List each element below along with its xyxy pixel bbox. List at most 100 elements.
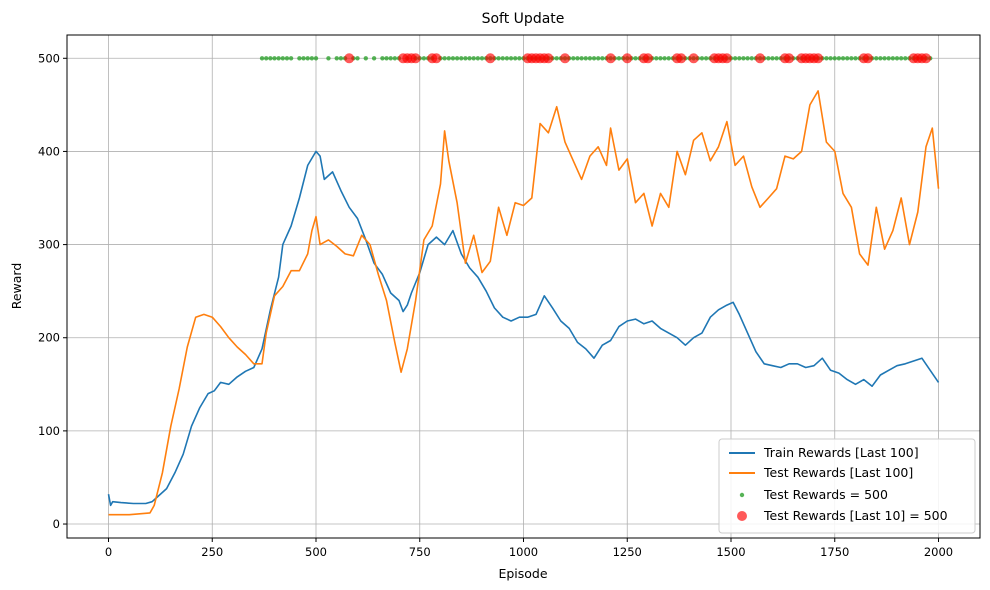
- x-axis-ticks: 0 250 500 750 1000 1250 1500 1750 2000: [105, 538, 953, 559]
- test500-point: [450, 56, 456, 61]
- test500-point: [371, 56, 377, 61]
- test500-point: [459, 56, 464, 61]
- last10-point: [431, 53, 442, 64]
- test500-point: [832, 56, 837, 61]
- test500-point: [699, 56, 705, 61]
- test500-point: [309, 56, 315, 61]
- test500-point: [658, 56, 663, 61]
- test500-point: [591, 56, 597, 61]
- test500-point: [878, 56, 883, 61]
- test500-point: [517, 56, 522, 61]
- test500-point: [479, 56, 485, 61]
- last10-point: [755, 53, 766, 64]
- test500-point: [380, 56, 385, 61]
- chart-title: Soft Update: [482, 11, 565, 27]
- test500-point: [496, 56, 501, 61]
- legend-label-test: Test Rewards [Last 100]: [763, 465, 913, 480]
- last10-point: [721, 53, 732, 64]
- test500-point: [363, 56, 368, 61]
- test500-point: [338, 56, 344, 61]
- x-tick-label: 1750: [820, 545, 849, 559]
- last10-point: [813, 53, 824, 64]
- last10-point: [921, 53, 932, 64]
- test500-point: [297, 56, 302, 61]
- legend-marker-last10: [737, 511, 747, 521]
- x-tick-label: 500: [305, 545, 327, 559]
- test500-point: [571, 56, 576, 61]
- test500-point: [513, 56, 518, 61]
- test500-point: [475, 56, 481, 61]
- test500-point: [898, 56, 904, 61]
- legend: Train Rewards [Last 100] Test Rewards [L…: [718, 438, 976, 534]
- test500-point: [446, 56, 451, 61]
- test500-point: [824, 56, 829, 61]
- test500-point: [737, 56, 742, 61]
- test500-point: [828, 56, 833, 61]
- legend-marker-test500: [739, 492, 745, 498]
- test500-point: [836, 56, 842, 61]
- test500-point: [442, 56, 447, 61]
- test500-point: [703, 56, 709, 61]
- test500-point: [766, 56, 771, 61]
- test500-point: [579, 56, 584, 61]
- test500-point: [587, 56, 593, 61]
- test500-point: [596, 56, 601, 61]
- test500-point: [654, 56, 659, 61]
- test500-point: [268, 56, 273, 61]
- test500-point: [355, 56, 360, 61]
- last10-point: [605, 53, 616, 64]
- test500-point: [874, 56, 879, 61]
- test500-point: [882, 56, 887, 61]
- y-tick-label: 0: [53, 517, 60, 531]
- x-axis-label: Episode: [498, 566, 547, 581]
- test500-point: [554, 56, 559, 61]
- legend-box: [718, 438, 976, 534]
- test500-point: [732, 56, 738, 61]
- test500-point: [500, 56, 505, 61]
- test500-point: [421, 56, 427, 61]
- last10-point: [560, 53, 570, 64]
- test500-point: [467, 56, 472, 61]
- test500-point: [288, 56, 294, 61]
- test-rewards-line: [108, 90, 940, 516]
- last10-point: [622, 53, 633, 64]
- test500-point: [504, 56, 510, 61]
- last10-point: [543, 53, 554, 64]
- test500-point: [276, 56, 281, 61]
- y-tick-label: 200: [38, 331, 60, 345]
- test500-point: [284, 56, 290, 61]
- legend-label-test500: Test Rewards = 500: [763, 487, 888, 502]
- legend-label-last10: Test Rewards [Last 10] = 500: [763, 508, 948, 523]
- test500-point: [326, 56, 331, 61]
- test500-point: [633, 56, 638, 61]
- y-tick-label: 100: [38, 424, 60, 438]
- plot-frame: [66, 34, 981, 539]
- test500-point: [259, 56, 265, 61]
- test500-point: [666, 56, 671, 61]
- test500-point: [903, 56, 908, 61]
- last10-point: [784, 53, 795, 64]
- last10-point: [676, 53, 687, 64]
- test500-point: [463, 56, 468, 61]
- test500-point: [334, 56, 339, 61]
- y-axis-label: Reward: [9, 263, 24, 310]
- test500-point: [583, 56, 588, 61]
- test500-point: [886, 56, 891, 61]
- y-tick-label: 400: [38, 144, 60, 158]
- train-rewards-line: [107, 150, 940, 507]
- last10-point: [688, 53, 699, 64]
- last10-point: [485, 53, 496, 64]
- y-axis-ticks: 0 100 200 300 400 500: [38, 51, 67, 531]
- x-tick-label: 1000: [509, 545, 538, 559]
- test500-point: [749, 56, 754, 61]
- test500-point: [845, 56, 850, 61]
- test500-point: [392, 56, 398, 61]
- test500-point: [840, 56, 846, 61]
- test500-point: [774, 56, 779, 61]
- x-tick-label: 2000: [924, 545, 953, 559]
- test500-point: [575, 56, 580, 61]
- test500-point: [770, 56, 775, 61]
- test500-point: [313, 56, 319, 61]
- test500-point: [662, 56, 667, 61]
